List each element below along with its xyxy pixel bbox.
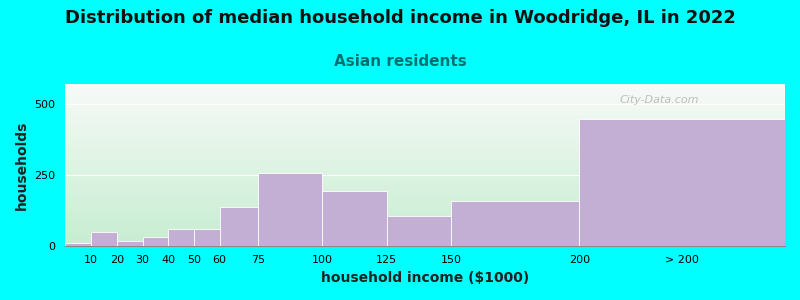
Y-axis label: households: households [15, 120, 29, 209]
Bar [258, 172, 322, 246]
Bar [322, 191, 386, 246]
Text: Distribution of median household income in Woodridge, IL in 2022: Distribution of median household income … [65, 9, 735, 27]
Bar [386, 217, 451, 246]
Bar [220, 207, 258, 246]
Bar [66, 244, 91, 246]
Bar [451, 201, 579, 246]
Bar [168, 229, 194, 246]
Bar [194, 229, 220, 246]
Bar [142, 237, 168, 246]
X-axis label: household income ($1000): household income ($1000) [321, 271, 530, 285]
Text: City-Data.com: City-Data.com [619, 95, 699, 105]
Bar [579, 119, 785, 246]
Bar [91, 232, 117, 246]
Text: Asian residents: Asian residents [334, 54, 466, 69]
Bar [117, 241, 142, 246]
